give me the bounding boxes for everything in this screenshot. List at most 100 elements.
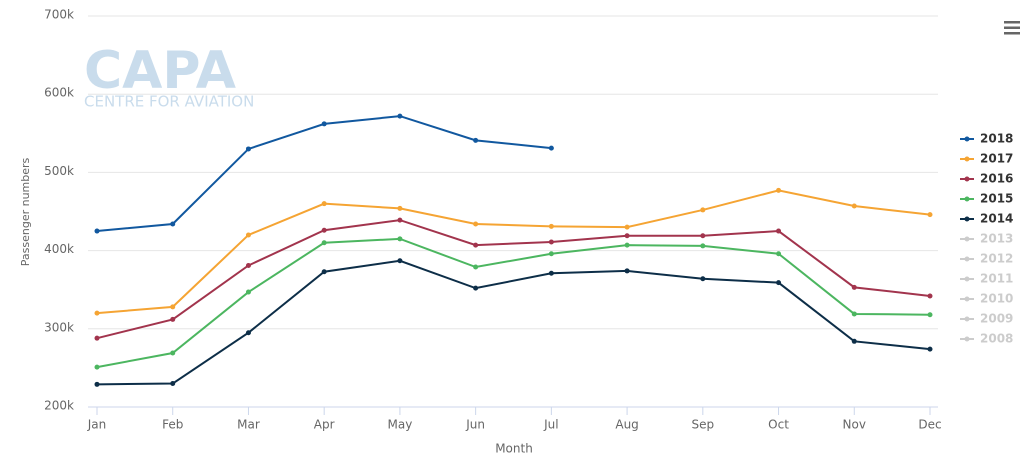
- menu-bar[interactable]: [1004, 21, 1020, 24]
- point: [321, 227, 327, 233]
- point: [776, 228, 782, 234]
- y-tick-label: 300k: [44, 320, 74, 334]
- legend-label: 2008: [980, 332, 1013, 346]
- x-tick-label: Apr: [314, 418, 335, 432]
- legend-item[interactable]: 2016: [960, 172, 1013, 186]
- legend-item[interactable]: 2008: [960, 332, 1013, 346]
- legend-symbol: [964, 156, 970, 162]
- point: [473, 242, 479, 248]
- point: [245, 146, 251, 152]
- point: [624, 224, 630, 230]
- point: [700, 207, 706, 213]
- menu-icon[interactable]: [1004, 21, 1020, 35]
- point: [624, 268, 630, 274]
- point: [548, 251, 554, 257]
- point: [94, 310, 100, 316]
- point: [548, 239, 554, 245]
- point: [170, 350, 176, 356]
- point: [700, 276, 706, 282]
- point: [851, 203, 857, 209]
- series-line: [96, 189, 931, 315]
- point: [776, 187, 782, 193]
- y-axis-title: Passenger numbers: [19, 157, 32, 266]
- point: [927, 312, 933, 318]
- legend-label: 2017: [980, 152, 1013, 166]
- menu-bar[interactable]: [1004, 32, 1020, 35]
- legend-label: 2013: [980, 232, 1013, 246]
- x-tick-label: Jul: [543, 418, 558, 432]
- point: [245, 289, 251, 295]
- legend-label: 2009: [980, 312, 1013, 326]
- point: [851, 338, 857, 344]
- legend-label: 2011: [980, 272, 1013, 286]
- point: [397, 205, 403, 211]
- x-tick-label: Jan: [87, 418, 107, 432]
- point: [397, 217, 403, 223]
- point: [94, 381, 100, 387]
- point: [927, 346, 933, 352]
- legend-item[interactable]: 2011: [960, 272, 1013, 286]
- legend-label: 2012: [980, 252, 1013, 266]
- point: [776, 280, 782, 286]
- legend-item[interactable]: 2009: [960, 312, 1013, 326]
- point: [245, 262, 251, 268]
- point: [94, 364, 100, 370]
- legend-item[interactable]: 2012: [960, 252, 1013, 266]
- point: [170, 316, 176, 322]
- y-tick-label: 500k: [44, 164, 74, 178]
- x-tick-label: Sep: [692, 418, 715, 432]
- x-tick-label: Mar: [237, 418, 260, 432]
- legend-symbol: [964, 216, 970, 222]
- point: [473, 221, 479, 227]
- y-tick-label: 700k: [44, 8, 74, 22]
- point: [321, 121, 327, 127]
- x-tick-label: Aug: [615, 418, 638, 432]
- legend-label: 2010: [980, 292, 1013, 306]
- point: [170, 221, 176, 227]
- legend-label: 2014: [980, 212, 1013, 226]
- legend-symbol: [964, 236, 970, 242]
- legend-symbol: [964, 316, 970, 322]
- point: [321, 201, 327, 207]
- point: [548, 223, 554, 229]
- point: [927, 212, 933, 218]
- legend-item[interactable]: 2015: [960, 192, 1013, 206]
- legend-label: 2018: [980, 132, 1013, 146]
- legend-symbol: [964, 336, 970, 342]
- point: [321, 240, 327, 246]
- series-line: [96, 237, 931, 369]
- point: [245, 232, 251, 238]
- menu-bar[interactable]: [1004, 26, 1020, 30]
- point: [700, 243, 706, 249]
- point: [851, 311, 857, 317]
- point: [473, 285, 479, 291]
- point: [851, 284, 857, 290]
- point: [776, 251, 782, 257]
- legend-item[interactable]: 2014: [960, 212, 1013, 226]
- legend-symbol: [964, 176, 970, 182]
- legend-item[interactable]: 2010: [960, 292, 1013, 306]
- point: [397, 236, 403, 242]
- series-line: [96, 219, 931, 340]
- point: [397, 258, 403, 264]
- legend-symbol: [964, 276, 970, 282]
- point: [927, 293, 933, 299]
- x-axis-title: Month: [495, 442, 533, 456]
- y-tick-label: 200k: [44, 399, 74, 413]
- legend-item[interactable]: 2017: [960, 152, 1013, 166]
- legend-label: 2015: [980, 192, 1013, 206]
- legend-symbol: [964, 256, 970, 262]
- x-tick-label: Dec: [918, 418, 941, 432]
- x-tick-label: Jun: [465, 418, 485, 432]
- point: [94, 335, 100, 341]
- legend-item[interactable]: 2018: [960, 132, 1013, 146]
- point: [548, 270, 554, 276]
- x-tick-label: Oct: [768, 418, 789, 432]
- point: [700, 233, 706, 239]
- legend-symbol: [964, 136, 970, 142]
- legend-symbol: [964, 296, 970, 302]
- point: [245, 330, 251, 336]
- legend-item[interactable]: 2013: [960, 232, 1013, 246]
- point: [473, 137, 479, 143]
